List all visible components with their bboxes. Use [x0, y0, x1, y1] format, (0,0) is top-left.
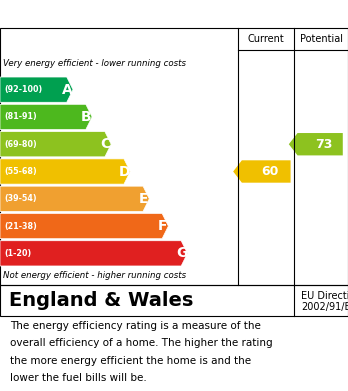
Polygon shape — [0, 186, 149, 212]
Text: (69-80): (69-80) — [4, 140, 37, 149]
Text: Current: Current — [248, 34, 285, 44]
Text: (92-100): (92-100) — [4, 85, 42, 94]
Text: B: B — [81, 110, 92, 124]
Text: Very energy efficient - lower running costs: Very energy efficient - lower running co… — [3, 59, 187, 68]
Polygon shape — [233, 160, 291, 183]
Text: (21-38): (21-38) — [4, 222, 37, 231]
Polygon shape — [0, 132, 111, 157]
Text: Energy Efficiency Rating: Energy Efficiency Rating — [10, 7, 220, 22]
Text: 2002/91/EC: 2002/91/EC — [301, 302, 348, 312]
Polygon shape — [289, 133, 343, 155]
Text: EU Directive: EU Directive — [301, 291, 348, 301]
Text: 60: 60 — [261, 165, 278, 178]
Text: Not energy efficient - higher running costs: Not energy efficient - higher running co… — [3, 271, 187, 280]
Text: C: C — [101, 137, 111, 151]
Text: (55-68): (55-68) — [4, 167, 37, 176]
Text: (1-20): (1-20) — [4, 249, 31, 258]
Polygon shape — [0, 104, 92, 129]
Text: F: F — [158, 219, 167, 233]
Polygon shape — [0, 159, 130, 184]
Text: lower the fuel bills will be.: lower the fuel bills will be. — [10, 373, 147, 383]
Polygon shape — [0, 241, 188, 266]
Text: (39-54): (39-54) — [4, 194, 37, 203]
Text: Potential: Potential — [300, 34, 342, 44]
Text: A: A — [62, 83, 73, 97]
Text: The energy efficiency rating is a measure of the: The energy efficiency rating is a measur… — [10, 321, 261, 331]
Polygon shape — [0, 77, 73, 102]
Text: 73: 73 — [315, 138, 332, 151]
Polygon shape — [0, 213, 168, 239]
Text: E: E — [139, 192, 149, 206]
Text: the more energy efficient the home is and the: the more energy efficient the home is an… — [10, 356, 252, 366]
Text: G: G — [176, 246, 188, 260]
Text: overall efficiency of a home. The higher the rating: overall efficiency of a home. The higher… — [10, 339, 273, 348]
Text: England & Wales: England & Wales — [9, 291, 193, 310]
Text: D: D — [119, 165, 130, 179]
Text: (81-91): (81-91) — [4, 113, 37, 122]
